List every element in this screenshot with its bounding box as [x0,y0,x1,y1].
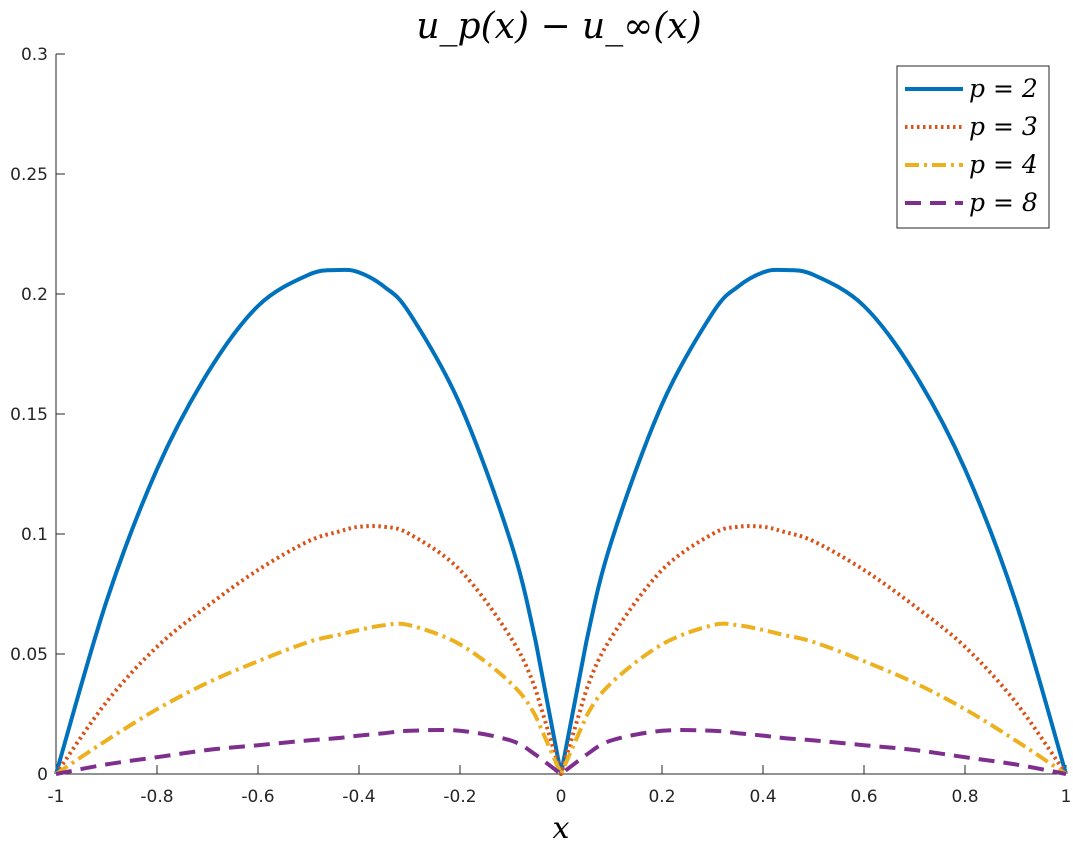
y-tick-label: 0 [37,765,48,785]
y-tick-label: 0.3 [21,45,48,65]
y-tick-label: 0.1 [21,525,48,545]
chart-title: u_p(x) − u_∞(x) [416,6,701,47]
x-tick-label: 0.6 [850,787,877,807]
legend-label: p = 8 [969,188,1038,217]
x-axis-label: x [553,811,570,844]
y-tick-label: 0.05 [10,645,48,665]
x-tick-label: -0.2 [443,787,476,807]
y-tick-label: 0.25 [10,165,48,185]
x-tick-label: -0.8 [140,787,173,807]
x-tick-label: 0.2 [648,787,675,807]
legend-label: p = 4 [969,150,1038,179]
x-tick-label: 1 [1061,787,1072,807]
y-tick-label: 0.15 [10,405,48,425]
y-tick-label: 0.2 [21,285,48,305]
legend: p = 2 p = 3 p = 4 p = 8 [897,66,1049,228]
x-tick-label: 0.4 [749,787,776,807]
x-tick-label: -0.6 [241,787,274,807]
x-tick-label: 0 [556,787,567,807]
legend-label: p = 2 [969,74,1038,103]
x-tick-label: -0.4 [342,787,375,807]
legend-label: p = 3 [969,112,1038,141]
x-tick-label: 0.8 [951,787,978,807]
x-tick-label: -1 [48,787,65,807]
